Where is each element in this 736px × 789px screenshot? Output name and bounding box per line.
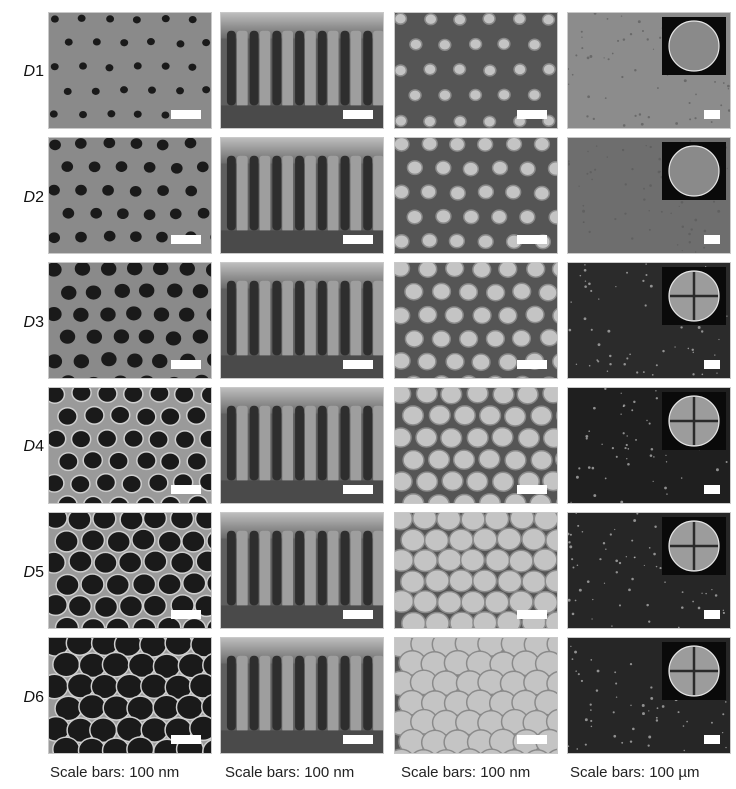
panel-d4-pores-cross-section — [220, 387, 384, 504]
inset-photo — [662, 267, 726, 325]
micrograph-image — [49, 138, 211, 253]
scale-bar — [704, 735, 720, 744]
panel-d6-pores-top-view — [48, 637, 212, 754]
micrograph-image — [221, 13, 383, 128]
micrograph-image — [221, 388, 383, 503]
micrograph-image — [395, 513, 557, 628]
scale-bar — [704, 360, 720, 369]
panel-d4-pillars-top-view — [394, 387, 558, 504]
micrograph-image — [395, 13, 557, 128]
panel-d3-pores-cross-section — [220, 262, 384, 379]
row-label-d3: D3 — [23, 314, 44, 331]
panel-d2-pores-top-view — [48, 137, 212, 254]
micrograph-image — [49, 13, 211, 128]
scale-bar — [171, 485, 201, 494]
panel-d1-pillars-top-view — [394, 12, 558, 129]
inset-photo — [662, 142, 726, 200]
inset-photo — [662, 517, 726, 575]
micrograph-image — [395, 388, 557, 503]
panel-d5-pores-cross-section — [220, 512, 384, 629]
caption-column-2: Scale bars: 100 nm — [225, 764, 355, 781]
panel-d5-optical-with-inset — [567, 512, 731, 629]
row-label-d4: D4 — [23, 438, 44, 455]
scale-bar — [171, 110, 201, 119]
micrograph-image — [49, 388, 211, 503]
micrograph-image — [221, 638, 383, 753]
inset-photo — [662, 642, 726, 700]
panel-d5-pores-top-view — [48, 512, 212, 629]
micrograph-image — [221, 513, 383, 628]
scale-bar — [704, 485, 720, 494]
panel-d1-optical-with-inset — [567, 12, 731, 129]
panel-d4-pores-top-view — [48, 387, 212, 504]
panel-d3-pillars-top-view — [394, 262, 558, 379]
panel-d4-optical-with-inset — [567, 387, 731, 504]
caption-column-4: Scale bars: 100 µm — [570, 764, 700, 781]
scale-bar — [704, 610, 720, 619]
panel-d5-pillars-top-view — [394, 512, 558, 629]
scale-bar — [517, 360, 547, 369]
scale-bar — [171, 735, 201, 744]
scale-bar — [343, 235, 373, 244]
inset-photo — [662, 17, 726, 75]
scale-bar — [343, 360, 373, 369]
scale-bar — [171, 360, 201, 369]
inset-photo — [662, 392, 726, 450]
micrograph-image — [49, 263, 211, 378]
scale-bar — [517, 735, 547, 744]
caption-column-3: Scale bars: 100 nm — [401, 764, 531, 781]
panel-d1-pores-cross-section — [220, 12, 384, 129]
micrograph-image — [49, 638, 211, 753]
row-label-d6: D6 — [23, 689, 44, 706]
scale-bar — [171, 610, 201, 619]
panel-d6-pores-cross-section — [220, 637, 384, 754]
micrograph-image — [395, 638, 557, 753]
micrograph-image — [221, 263, 383, 378]
row-label-d1: D1 — [23, 63, 44, 80]
row-label-d5: D5 — [23, 564, 44, 581]
caption-column-1: Scale bars: 100 nm — [50, 764, 180, 781]
panel-d1-pores-top-view — [48, 12, 212, 129]
panel-d3-pores-top-view — [48, 262, 212, 379]
panel-d2-pores-cross-section — [220, 137, 384, 254]
scale-bar — [517, 110, 547, 119]
panel-d2-pillars-top-view — [394, 137, 558, 254]
scale-bar — [343, 610, 373, 619]
scale-bar — [517, 610, 547, 619]
row-label-d2: D2 — [23, 189, 44, 206]
scale-bar — [517, 485, 547, 494]
panel-d6-optical-with-inset — [567, 637, 731, 754]
scale-bar — [343, 485, 373, 494]
scale-bar — [517, 235, 547, 244]
micrograph-image — [221, 138, 383, 253]
panel-d3-optical-with-inset — [567, 262, 731, 379]
micrograph-image — [395, 263, 557, 378]
scale-bar — [343, 735, 373, 744]
panel-d2-optical-with-inset — [567, 137, 731, 254]
scale-bar — [343, 110, 373, 119]
panel-d6-pillars-top-view — [394, 637, 558, 754]
micrograph-image — [395, 138, 557, 253]
scale-bar — [171, 235, 201, 244]
scale-bar — [704, 110, 720, 119]
scale-bar — [704, 235, 720, 244]
